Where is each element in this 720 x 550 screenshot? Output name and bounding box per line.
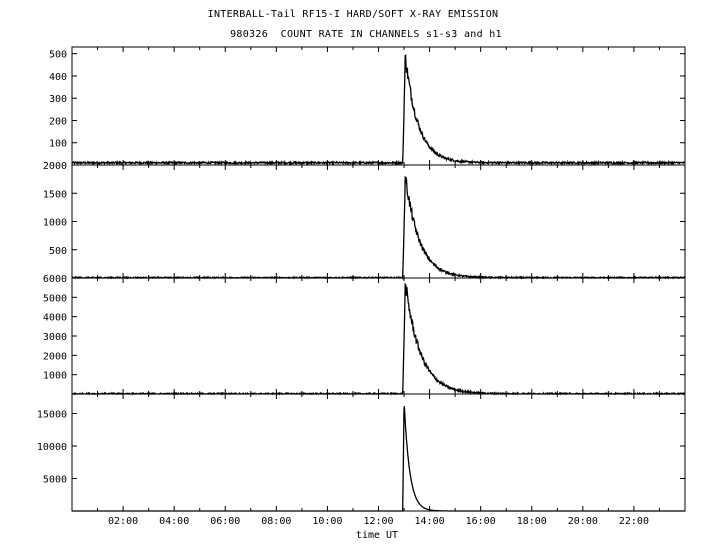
series-line-s1 (71, 54, 685, 167)
x-axis: 02:00 04:00 06:00 08:00 10:00 12:00 14:00 16:00… (108, 516, 649, 527)
chart-title: INTERBALL-Tail RF15-I HARD/SOFT X-RAY EM… (207, 9, 499, 20)
x-tick-label: 10:00 (312, 516, 342, 527)
x-tick-label: 02:00 (108, 516, 138, 527)
y-tick-label-s2: 1500 (43, 189, 67, 200)
panel-frame-s1 (71, 46, 686, 166)
y-tick-label-s2: 1000 (43, 218, 67, 229)
y-tick-label-s3: 2000 (43, 351, 67, 362)
y-tick-label-s2: 2000 (43, 161, 67, 172)
x-tick-label: 18:00 (517, 516, 547, 527)
x-tick-label: 08:00 (261, 516, 291, 527)
x-axis-label: time UT (356, 530, 398, 541)
panel-frame-s3 (71, 277, 686, 395)
y-tick-label-h1: 15000 (37, 410, 67, 421)
panel-frame-h1 (71, 393, 686, 512)
series-line-s3 (71, 282, 686, 396)
y-tick-label-s3: 1000 (43, 371, 67, 382)
chart-subtitle: 980326 COUNT RATE IN CHANNELS s1-s3 and … (230, 29, 502, 40)
panel-s1: 100 200 300 400 500 (49, 46, 686, 167)
panel-s3: 1000 2000 3000 4000 5000 6000 (43, 274, 686, 396)
y-tick-label-s3: 4000 (43, 313, 67, 324)
panel-s2: 500 1000 1500 2000 (43, 161, 686, 281)
x-tick-label: 12:00 (363, 516, 393, 527)
x-tick-label: 22:00 (619, 516, 649, 527)
panel-h1: 5000 10000 15000 (37, 393, 686, 512)
y-tick-label-s1: 300 (49, 94, 67, 105)
y-tick-label-s1: 200 (49, 116, 67, 127)
series-line-h1 (72, 406, 685, 512)
y-tick-label-s1: 500 (49, 50, 67, 61)
y-tick-label-s1: 400 (49, 72, 67, 83)
y-tick-label-h1: 5000 (43, 475, 67, 486)
series-line-s2 (71, 176, 686, 281)
y-tick-label-s1: 100 (49, 139, 67, 150)
panel-frame-s2 (71, 164, 686, 279)
x-tick-label: 20:00 (568, 516, 598, 527)
y-tick-label-s3: 5000 (43, 293, 67, 304)
y-tick-label-s3: 3000 (43, 332, 67, 343)
y-tick-label-h1: 10000 (37, 442, 67, 453)
x-tick-label: 14:00 (415, 516, 445, 527)
panels-group: 100 200 300 400 500 500 1000 1500 2000 1000 2000 30… (37, 46, 686, 512)
x-tick-label: 06:00 (210, 516, 240, 527)
y-tick-label-s2: 500 (49, 246, 67, 257)
y-tick-label-s3: 6000 (43, 274, 67, 285)
x-tick-label: 16:00 (466, 516, 496, 527)
x-tick-label: 04:00 (159, 516, 189, 527)
